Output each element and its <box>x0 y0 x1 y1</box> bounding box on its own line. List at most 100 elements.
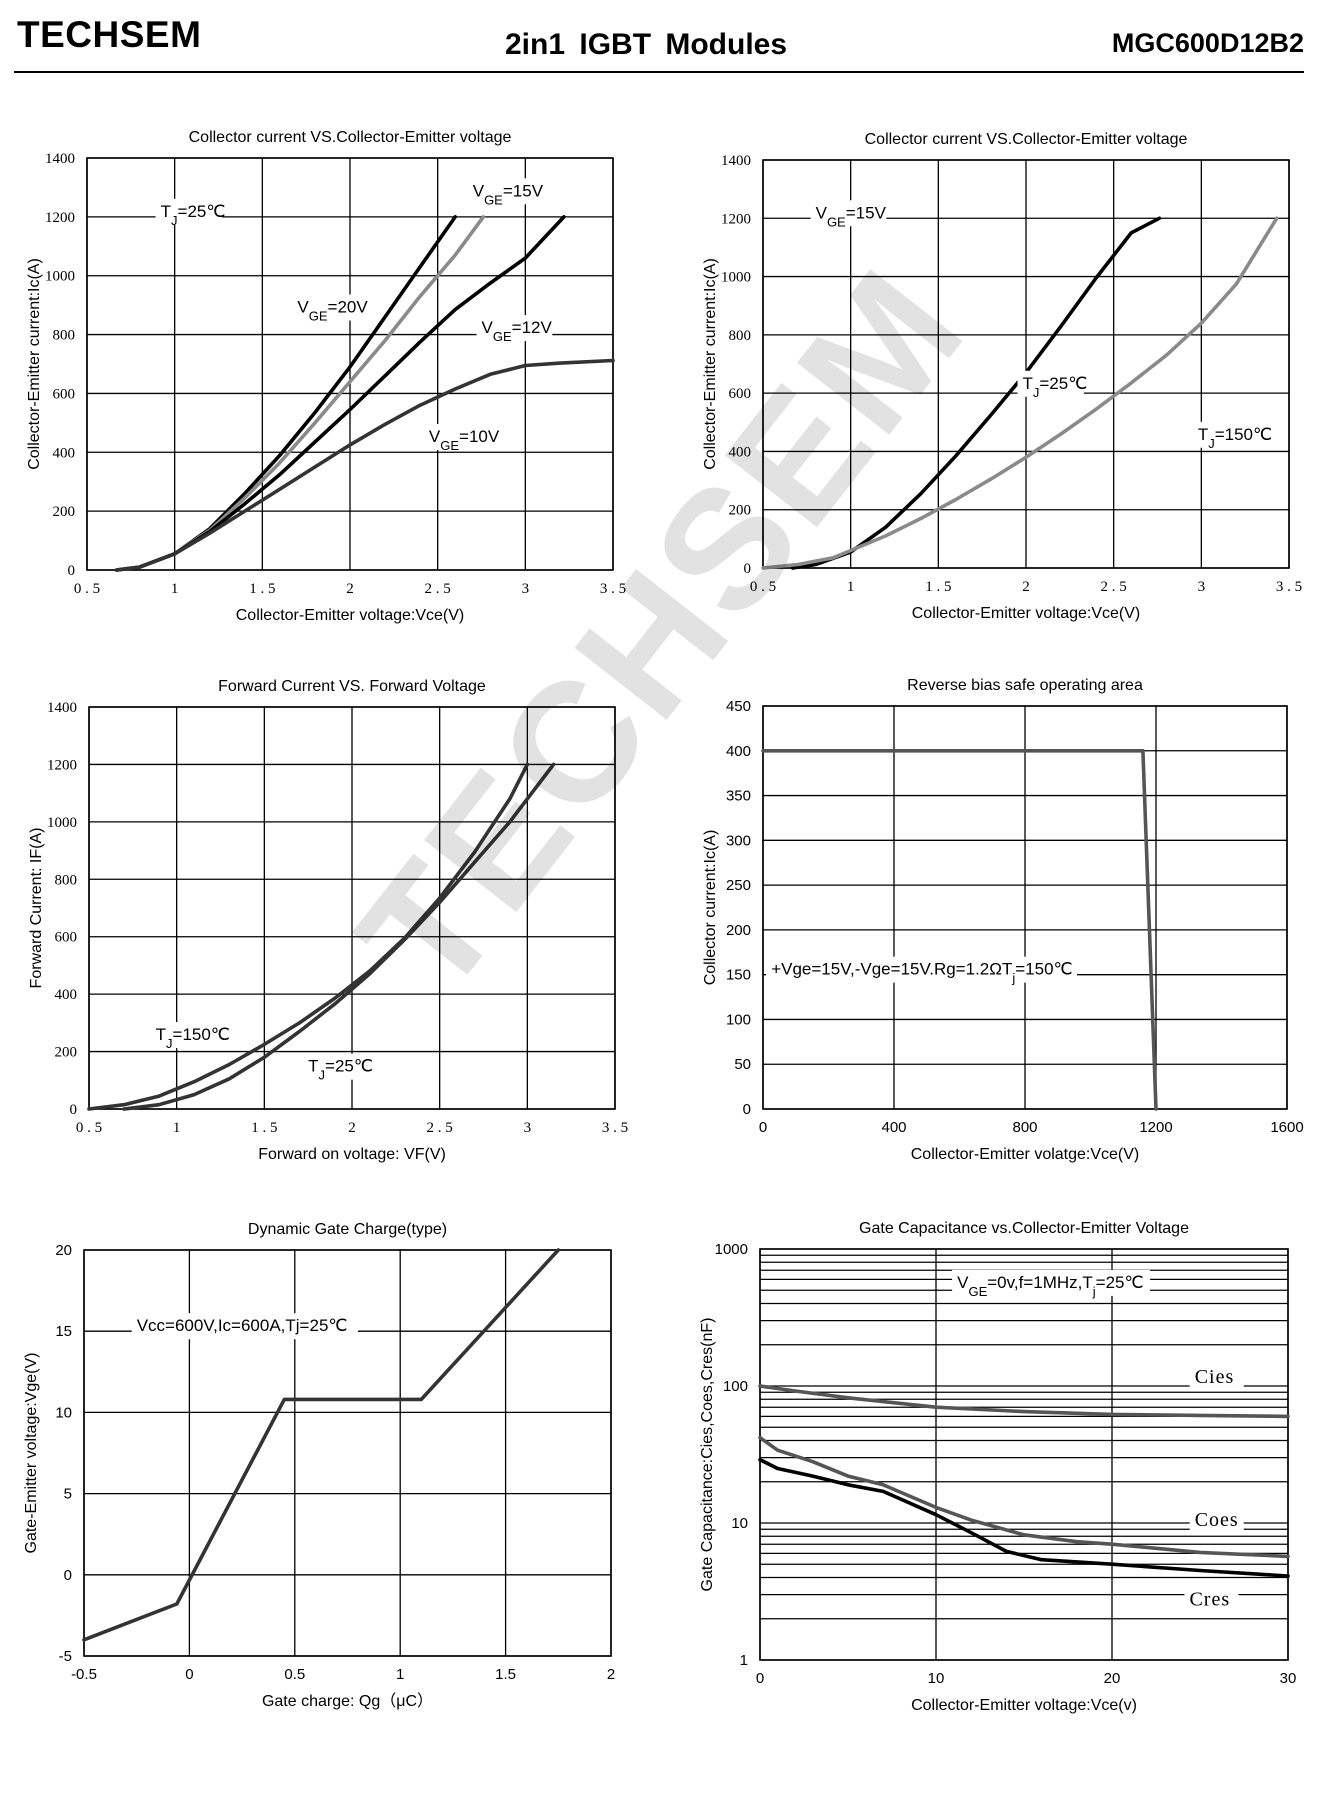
y-tick-label: 200 <box>729 503 752 519</box>
annotation-label-sub: GE <box>968 1283 987 1298</box>
y-tick-label: 350 <box>726 788 751 805</box>
y-tick-label: 200 <box>55 1045 78 1061</box>
annotation-label-post: =25℃ <box>325 1057 373 1076</box>
x-tick-label: 1 <box>847 579 855 595</box>
series-line-3 <box>115 358 615 572</box>
annotation-label-pre: T <box>1022 374 1032 393</box>
annotation-label: VGE=0v,f=1MHz,Tj=25℃ <box>957 1273 1143 1299</box>
y-tick-label: 5 <box>64 1486 72 1503</box>
annotation-bg <box>423 423 500 450</box>
x-tick-label: 3 . 5 <box>600 581 626 597</box>
annotation-label-pre: V <box>482 318 494 337</box>
annotation-label-pre: V <box>429 427 441 446</box>
annotation-label-sub: GE <box>440 437 459 452</box>
y-tick-label: 1200 <box>45 210 75 226</box>
y-tick-label: 400 <box>729 444 752 460</box>
x-tick-label: 3 <box>524 1120 532 1136</box>
x-axis-label: Gate charge: Qg（μC） <box>262 1692 433 1710</box>
annotation-label-pre: V <box>473 181 485 200</box>
x-tick-label: 1 . 5 <box>249 581 275 597</box>
annotation-label-sub: J <box>319 1067 326 1082</box>
document-title: 2in1 IGBT Modules <box>505 28 788 61</box>
x-tick-label: 2 <box>346 581 354 597</box>
annotation-label: Vcc=600V,Ic=600A,Tj=25℃ <box>137 1316 348 1335</box>
y-tick-label: 100 <box>723 1378 748 1395</box>
annotation-label-pre: T <box>161 202 171 221</box>
y-tick-label: 200 <box>53 504 76 520</box>
annotation-bg <box>952 1269 1151 1296</box>
y-axis-label: Collector current:Ic(A) <box>702 830 719 986</box>
annotation-label-sub: GE <box>309 308 328 323</box>
x-tick-label: 10 <box>928 1670 945 1687</box>
chart-title: Collector current VS.Collector-Emitter v… <box>865 131 1188 148</box>
x-tick-label: 0 . 5 <box>76 1120 102 1136</box>
x-tick-label: 2 <box>348 1120 356 1136</box>
plot-frame <box>762 705 1288 1110</box>
y-tick-label: 1000 <box>715 1241 748 1258</box>
chart-title: Dynamic Gate Charge(type) <box>248 1221 447 1238</box>
x-tick-label: 2 <box>607 1666 615 1683</box>
chart-title: Collector current VS.Collector-Emitter v… <box>189 129 512 146</box>
y-axis-label: Gate Capacitance:Cies,Coes,Cres(nF) <box>699 1318 716 1592</box>
annotation-label-sub: J <box>166 1036 173 1051</box>
y-tick-label: -5 <box>59 1648 72 1665</box>
x-tick-label: 1600 <box>1270 1119 1303 1136</box>
x-tick-label: 2 . 5 <box>425 581 451 597</box>
y-tick-label: 400 <box>726 743 751 760</box>
y-tick-label: 600 <box>55 930 78 946</box>
y-tick-label: 10 <box>55 1404 72 1421</box>
x-axis-label: Collector-Emitter volatge:Vce(V) <box>911 1146 1140 1163</box>
annotation-label-pre: Coes <box>1195 1509 1239 1531</box>
y-tick-label: 1000 <box>45 269 75 285</box>
x-tick-label: 3 <box>522 581 530 597</box>
annotation-label-post: =150℃ <box>173 1025 230 1044</box>
annotation-label: TJ=25℃ <box>308 1057 373 1083</box>
annotation-label: TJ=25℃ <box>1022 374 1087 400</box>
annotation-label: TJ=25℃ <box>161 202 226 228</box>
annotation-label-sub: GE <box>493 329 512 344</box>
x-axis-label: Collector-Emitter voltage:Vce(V) <box>236 607 465 624</box>
x-tick-label: 400 <box>881 1119 906 1136</box>
x-tick-label: 1 . 5 <box>925 579 951 595</box>
y-tick-label: 300 <box>726 832 751 849</box>
y-tick-label: 600 <box>729 386 752 402</box>
y-tick-label: 600 <box>53 386 76 402</box>
annotation-bg <box>467 178 544 205</box>
annotation-label-post: =25℃ <box>1039 374 1087 393</box>
y-tick-label: 0 <box>70 1102 78 1118</box>
x-tick-label: 1 . 5 <box>251 1120 277 1136</box>
y-tick-label: 400 <box>55 987 78 1003</box>
y-tick-label: 200 <box>726 922 751 939</box>
y-tick-label: 450 <box>726 698 751 715</box>
x-tick-label: 20 <box>1104 1670 1121 1687</box>
annotation-bg <box>303 1053 370 1080</box>
annotation-bg <box>1017 370 1084 397</box>
annotation-bg <box>150 1022 227 1049</box>
annotation-bg <box>1184 1587 1239 1614</box>
y-tick-label: 1000 <box>721 270 751 286</box>
annotation-bg <box>1189 1508 1244 1535</box>
annotation-label-sub: j <box>1011 970 1015 985</box>
y-tick-label: 1400 <box>721 153 751 169</box>
annotation-label-sub: GE <box>484 192 503 207</box>
plot-frame <box>88 706 616 1110</box>
annotation-label-sub: GE <box>827 214 846 229</box>
series-line-0 <box>761 749 1158 1111</box>
y-tick-label: 1200 <box>47 757 77 773</box>
annotation-label-post: =15V <box>846 203 887 222</box>
annotation-label: VGE=20V <box>297 298 368 324</box>
annotation-label-pre: Cres <box>1189 1588 1230 1610</box>
series-line-1 <box>758 1435 1290 1559</box>
y-tick-label: 150 <box>726 967 751 984</box>
x-tick-label: 2 . 5 <box>1101 579 1127 595</box>
annotation-label-post: =150℃ <box>1215 425 1272 444</box>
annotation-bg <box>476 315 553 342</box>
y-tick-label: 250 <box>726 877 751 894</box>
y-tick-label: 10 <box>731 1515 748 1532</box>
annotation-label: VGE=15V <box>816 203 887 229</box>
y-axis-label: Forward Current: IF(A) <box>28 828 45 989</box>
